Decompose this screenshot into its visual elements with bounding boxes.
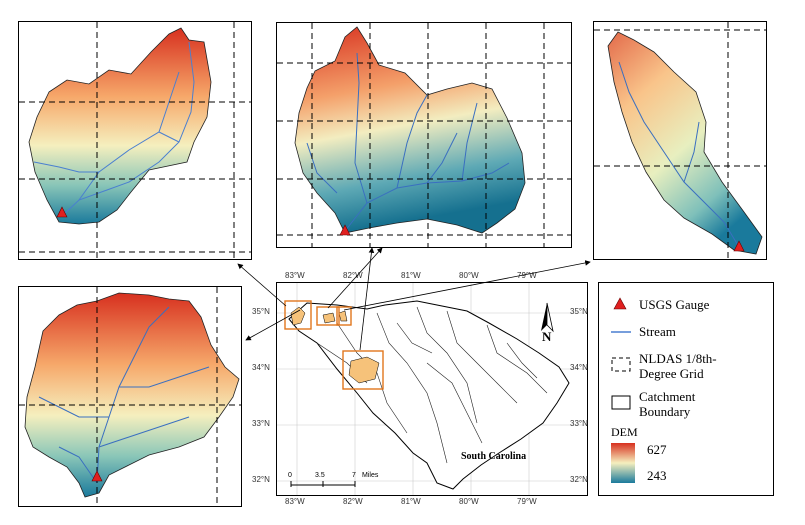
lon-tick-top-4: 79°W <box>517 271 537 280</box>
dem-colorbar <box>611 443 635 483</box>
scale-label-2: 7 <box>352 472 356 479</box>
catchment-panel-top-right <box>593 21 767 260</box>
legend-dem-max: 627 <box>647 442 667 457</box>
legend-stream-label: Stream <box>639 324 676 339</box>
usgs-gauge-marker <box>56 206 68 218</box>
legend-catchment-label-2: Boundary <box>639 404 691 419</box>
lat-tick-right-2: 33°N <box>570 419 588 428</box>
gauge-triangle-icon <box>613 297 627 310</box>
nldas-grid <box>19 287 241 506</box>
nldas-grid <box>19 22 251 259</box>
lon-tick-top-1: 82°W <box>343 271 363 280</box>
lon-tick-top-2: 81°W <box>401 271 421 280</box>
lon-tick-bottom-0: 83°W <box>285 497 305 506</box>
catchment-dem <box>24 292 240 498</box>
catchment-panel-top-left <box>18 21 252 260</box>
catchment-dem <box>28 27 212 225</box>
grid-box-icon <box>611 357 631 372</box>
north-label: N <box>542 329 552 344</box>
stream-network <box>38 306 210 484</box>
stream-network <box>618 61 740 248</box>
legend-grid-label-2: Degree Grid <box>639 366 704 381</box>
scale-label-1: 3.5 <box>315 472 325 479</box>
usgs-gauge-marker <box>733 240 745 252</box>
legend-dem-title: DEM <box>611 425 638 439</box>
lat-tick-right-1: 34°N <box>570 363 588 372</box>
catchment-dem <box>607 31 763 255</box>
lat-tick-left-2: 33°N <box>252 419 270 428</box>
lon-tick-bottom-2: 81°W <box>401 497 421 506</box>
usgs-gauge-marker <box>91 470 103 482</box>
state-label: South Carolina <box>461 451 527 462</box>
stream-network <box>33 41 195 218</box>
scale-bar <box>290 481 356 487</box>
catchment-dem <box>294 26 526 234</box>
lat-tick-right-0: 35°N <box>570 307 588 316</box>
usgs-gauge-marker <box>339 224 351 236</box>
legend-grid-label-1: NLDAS 1/8th- <box>639 351 717 366</box>
legend-gauge-label: USGS Gauge <box>639 297 710 312</box>
catchment-panel-top-center <box>276 22 572 248</box>
lat-tick-right-3: 32°N <box>570 475 588 484</box>
locator-map-panel: South Carolina N 0 3.5 7 Miles <box>276 282 588 496</box>
lon-tick-bottom-1: 82°W <box>343 497 363 506</box>
lon-tick-top-0: 83°W <box>285 271 305 280</box>
state-outline <box>288 300 570 490</box>
stream-network <box>306 52 510 232</box>
lat-tick-left-3: 32°N <box>252 475 270 484</box>
scale-label-0: 0 <box>288 472 292 479</box>
catchment-panel-bottom-left <box>18 286 242 507</box>
stream-line-icon <box>611 331 631 333</box>
lon-tick-bottom-4: 79°W <box>517 497 537 506</box>
north-arrow-icon <box>541 302 554 333</box>
lon-tick-top-3: 80°W <box>459 271 479 280</box>
catchment-box-icon <box>611 395 631 410</box>
legend: USGS Gauge Stream NLDAS 1/8th- Degree Gr… <box>598 282 774 496</box>
legend-catchment-label-1: Catchment <box>639 389 696 404</box>
nldas-grid <box>594 22 766 259</box>
lat-tick-left-1: 34°N <box>252 363 270 372</box>
legend-dem-min: 243 <box>647 468 667 483</box>
lat-tick-left-0: 35°N <box>252 307 270 316</box>
scale-label-unit: Miles <box>362 472 379 479</box>
nldas-grid <box>277 23 571 247</box>
lon-tick-bottom-3: 80°W <box>459 497 479 506</box>
